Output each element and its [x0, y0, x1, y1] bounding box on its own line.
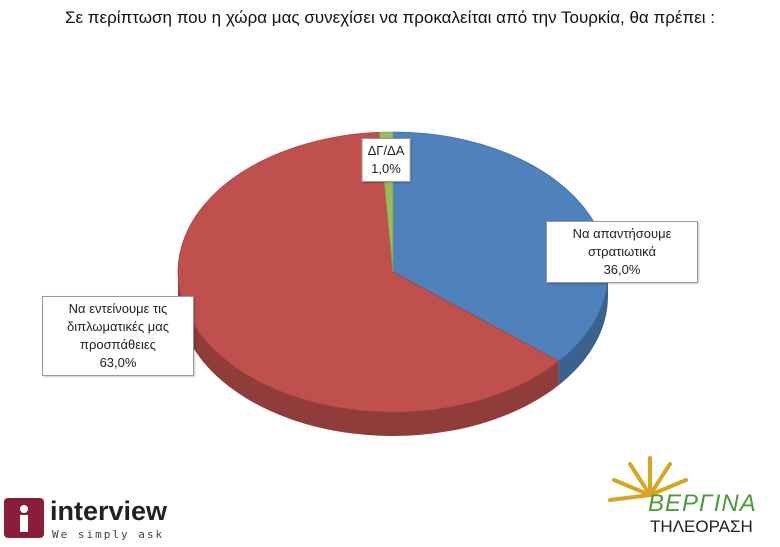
- slice: [177, 131, 560, 413]
- slice-side: [178, 272, 559, 437]
- category-label: Να απαντήσουμε στρατιωτικά: [572, 226, 672, 259]
- data-label: Να εντείνουμε τις διπλωματικές μας προσπ…: [42, 296, 194, 376]
- interview-icon: [4, 498, 44, 538]
- slice-side: [558, 272, 608, 386]
- vergina-name: ΒΕΡΓΙΝΑ: [648, 490, 757, 517]
- data-label: Να απαντήσουμε στρατιωτικά 36,0%: [546, 221, 698, 283]
- value-label: 36,0%: [603, 262, 641, 277]
- slice: [392, 131, 609, 362]
- value-label: 63,0%: [99, 355, 137, 370]
- interview-name: interview: [50, 496, 168, 526]
- category-label: ΔΓ/ΔΑ: [367, 143, 405, 158]
- vergina-subtitle: ΤΗΛΕΟΡΑΣΗ: [650, 517, 753, 536]
- vergina-sun: [608, 456, 688, 502]
- interview-tagline: We simply ask: [52, 528, 165, 541]
- category-label: Να εντείνουμε τις διπλωματικές μας προσπ…: [66, 301, 170, 352]
- value-label: 1,0%: [371, 161, 401, 176]
- data-label: ΔΓ/ΔΑ 1,0%: [361, 138, 411, 182]
- chart-title: Σε περίπτωση που η χώρα μας συνεχίσει να…: [64, 8, 715, 27]
